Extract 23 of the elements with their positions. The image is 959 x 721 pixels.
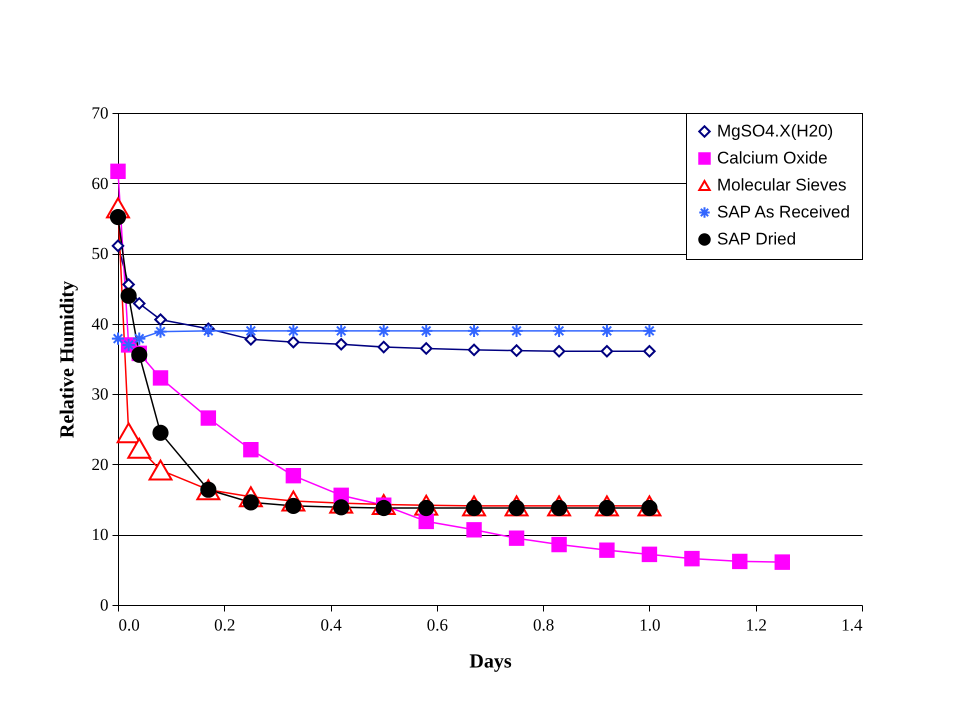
y-tick-label: 0	[100, 596, 108, 614]
legend-label: Calcium Oxide	[717, 148, 828, 168]
y-tick-label: 60	[92, 174, 108, 193]
x-tick-label: 0.6	[426, 616, 448, 634]
x-tick-label: 1.2	[746, 616, 767, 634]
y-tick-label: 20	[92, 454, 108, 474]
x-tick-label: 1.0	[639, 616, 661, 634]
y-tick-label: 50	[92, 244, 108, 264]
y-tick-label: 70	[92, 104, 108, 122]
x-tick-label: 1.4	[841, 616, 863, 634]
x-tick-label: 0.8	[533, 616, 554, 634]
x-tick-label: 0.2	[214, 616, 236, 634]
x-tick-label: 0.4	[320, 616, 342, 634]
y-tick-label: 10	[92, 525, 108, 544]
legend-label: Molecular Sieves	[717, 176, 846, 194]
x-tick-label: 0.0	[118, 616, 140, 634]
legend-label: MgSO4.X(H20)	[717, 122, 834, 140]
legend-label: SAP As Received	[717, 202, 850, 222]
legend-label: SAP Dried	[717, 230, 796, 248]
y-axis-title: Relative Humidity	[56, 280, 78, 438]
y-tick-label: 40	[92, 314, 108, 334]
y-tick-label: 30	[92, 384, 108, 404]
x-axis-title: Days	[469, 650, 512, 672]
